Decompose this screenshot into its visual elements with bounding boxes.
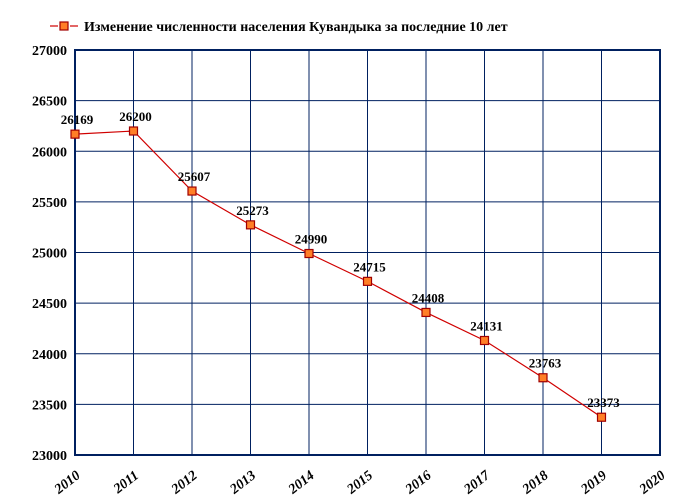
y-tick-label: 25000 [32,247,67,262]
data-marker [130,127,138,135]
value-label: 25607 [178,169,211,184]
value-label: 24408 [412,290,445,305]
value-label: 25273 [236,203,269,218]
y-tick-label: 24000 [32,348,67,363]
y-tick-label: 23000 [32,449,67,464]
data-marker [188,187,196,195]
value-label: 26169 [61,112,94,127]
data-marker [481,336,489,344]
x-tick-label: 2012 [168,468,200,498]
x-tick-label: 2020 [636,468,668,498]
x-tick-label: 2017 [461,468,494,498]
legend-label: Изменение численности населения Кувандык… [84,20,508,35]
x-tick-label: 2011 [110,468,141,497]
y-tick-label: 23500 [32,398,67,413]
x-tick-label: 2010 [51,468,83,498]
data-marker [364,277,372,285]
y-tick-label: 26000 [32,145,67,160]
x-tick-label: 2019 [578,468,610,498]
value-label: 23763 [529,356,562,371]
value-label: 24990 [295,232,328,247]
chart-svg: 23000 23500 24000 24500 25000 25500 26000 26500… [0,0,680,500]
value-label: 24715 [353,259,386,274]
population-chart: 23000 23500 24000 24500 25000 25500 26000 26500… [0,0,680,500]
data-marker [247,221,255,229]
x-tick-label: 2018 [519,468,551,498]
x-tick-label: 2015 [344,468,376,498]
y-tick-label: 26500 [32,95,67,110]
value-label: 23373 [587,395,620,410]
y-tick-label: 27000 [32,44,67,59]
x-tick-label: 2013 [227,468,259,498]
y-tick-label: 25500 [32,196,67,211]
data-marker [71,130,79,138]
data-marker [598,413,606,421]
value-label: 24131 [470,318,503,333]
data-marker [422,308,430,316]
data-marker [305,250,313,258]
y-tick-label: 24500 [32,297,67,312]
value-label: 26200 [119,109,152,124]
data-marker [539,374,547,382]
x-tick-label: 2014 [285,468,317,498]
legend-marker-icon [60,22,68,30]
x-tick-label: 2016 [402,468,434,498]
